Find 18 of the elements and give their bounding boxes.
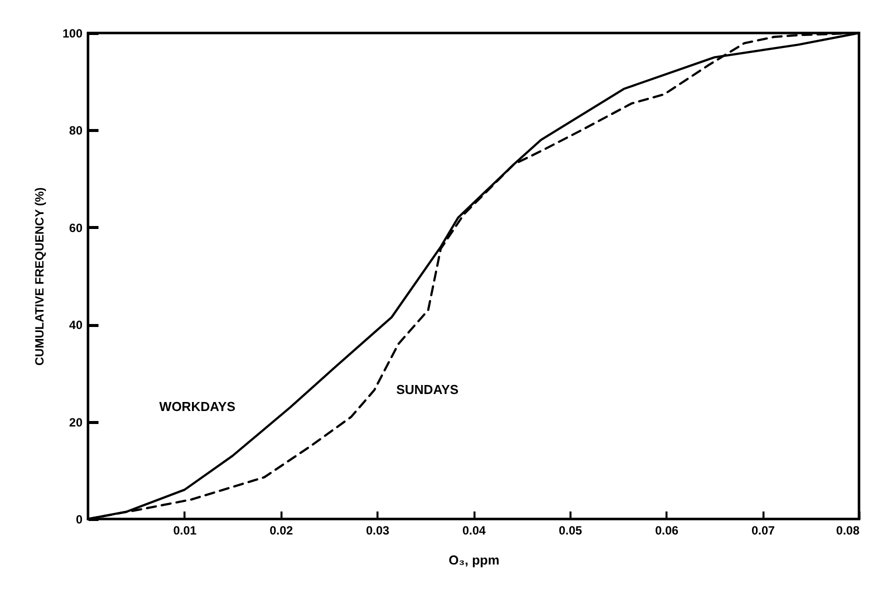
y-tick-label: 100: [62, 26, 83, 40]
x-tick-label: 0.05: [558, 524, 582, 538]
y-axis-title: CUMULATIVE FREQUENCY (%): [32, 187, 46, 366]
y-tick-label: 60: [69, 220, 83, 235]
x-tick-label: 0.04: [462, 524, 486, 538]
x-tick-label: 0.07: [751, 524, 776, 538]
x-tick-label: 0.06: [655, 524, 679, 538]
y-tick-label: 0: [76, 512, 83, 526]
y-tick-label: 20: [69, 415, 83, 430]
x-tick-label: 0.03: [366, 524, 390, 538]
y-tick-label: 40: [69, 318, 83, 332]
x-axis-title: O₃, ppm: [448, 552, 500, 568]
x-tick-label: 0.02: [270, 524, 294, 538]
y-tick-label: 80: [69, 124, 83, 138]
x-tick-label: 0.08: [836, 524, 860, 538]
x-tick-label: 0.01: [173, 524, 197, 538]
text: WORKDAYS: [159, 399, 236, 414]
series-label: SUNDAYS: [396, 382, 459, 398]
